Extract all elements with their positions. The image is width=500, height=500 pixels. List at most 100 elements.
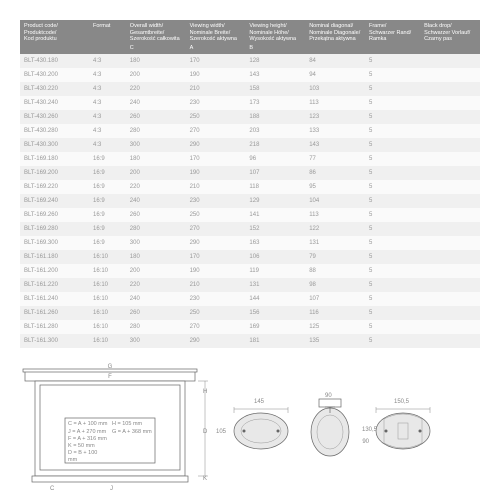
- cell: 133: [305, 124, 365, 138]
- cell: 180: [126, 250, 186, 264]
- cell: 180: [126, 54, 186, 68]
- cell: 218: [245, 138, 305, 152]
- cell: 16:9: [89, 208, 126, 222]
- cell: 16:10: [89, 306, 126, 320]
- cell: 84: [305, 54, 365, 68]
- cell: 94: [305, 68, 365, 82]
- dim-label: 105: [216, 429, 226, 435]
- cell: 16:9: [89, 222, 126, 236]
- cell: [420, 96, 480, 110]
- cell: BLT-161.240: [20, 292, 89, 306]
- col-header: Format: [89, 20, 126, 54]
- cell: 16:9: [89, 236, 126, 250]
- cell: 300: [126, 138, 186, 152]
- col-header: Viewing height/Nominale Höhe/Wysokość ak…: [245, 20, 305, 54]
- cell: [420, 82, 480, 96]
- cell: 118: [245, 180, 305, 194]
- cell: 210: [186, 278, 246, 292]
- cell: 203: [245, 124, 305, 138]
- cell: 152: [245, 222, 305, 236]
- cell: BLT-430.200: [20, 68, 89, 82]
- cell: 270: [186, 320, 246, 334]
- svg-text:G: G: [108, 364, 113, 370]
- cell: 131: [305, 236, 365, 250]
- cell: 240: [126, 96, 186, 110]
- cell: 16:10: [89, 334, 126, 348]
- cell: 16:9: [89, 194, 126, 208]
- formula: H = 105 mm: [112, 421, 152, 428]
- cell: 5: [365, 166, 420, 180]
- cell: [420, 208, 480, 222]
- table-row: BLT-430.1804:3180170128845: [20, 54, 480, 68]
- cell: [420, 194, 480, 208]
- cell: 163: [245, 236, 305, 250]
- cell: 250: [186, 306, 246, 320]
- cell: 260: [126, 110, 186, 124]
- cell: 5: [365, 250, 420, 264]
- cell: [420, 250, 480, 264]
- cell: 181: [245, 334, 305, 348]
- cell: 169: [245, 320, 305, 334]
- cell: 250: [186, 110, 246, 124]
- svg-text:K: K: [203, 476, 207, 482]
- cell: BLT-169.240: [20, 194, 89, 208]
- cell: 210: [186, 82, 246, 96]
- cell: 220: [126, 278, 186, 292]
- cell: 143: [305, 138, 365, 152]
- cell: 5: [365, 96, 420, 110]
- cell: 5: [365, 180, 420, 194]
- cell: 180: [126, 152, 186, 166]
- bracket-diagrams: 145 105 90 130,5 90 1: [230, 397, 434, 461]
- table-row: BLT-430.2604:32602501881235: [20, 110, 480, 124]
- table-row: BLT-430.3004:33002902181435: [20, 138, 480, 152]
- cell: [420, 124, 480, 138]
- table-row: BLT-161.30016:103002901811355: [20, 334, 480, 348]
- cell: 4:3: [89, 124, 126, 138]
- cell: [420, 68, 480, 82]
- cell: 131: [245, 278, 305, 292]
- cell: 188: [245, 110, 305, 124]
- svg-text:F: F: [108, 374, 112, 380]
- cell: 280: [126, 124, 186, 138]
- cell: 5: [365, 68, 420, 82]
- cell: BLT-161.300: [20, 334, 89, 348]
- cell: 170: [186, 152, 246, 166]
- cell: 119: [245, 264, 305, 278]
- cell: 16:9: [89, 180, 126, 194]
- formula: [112, 450, 152, 464]
- oval-side-3: 150,5: [372, 401, 434, 458]
- table-row: BLT-169.26016:92602501411135: [20, 208, 480, 222]
- cell: 250: [186, 208, 246, 222]
- cell: 270: [186, 124, 246, 138]
- cell: 96: [245, 152, 305, 166]
- cell: 86: [305, 166, 365, 180]
- col-header: Frame/Schwarzer Rand/Ramka: [365, 20, 420, 54]
- cell: 190: [186, 264, 246, 278]
- cell: 103: [305, 82, 365, 96]
- cell: 16:10: [89, 264, 126, 278]
- formula: J = A + 270 mm: [68, 429, 108, 436]
- cell: [420, 292, 480, 306]
- cell: 106: [245, 250, 305, 264]
- dim-label: 90: [362, 439, 369, 445]
- formula: K = 50 mm: [68, 443, 108, 450]
- cell: 5: [365, 236, 420, 250]
- cell: [420, 264, 480, 278]
- table-header: Product code/Produktcode/Kod produktuFor…: [20, 20, 480, 54]
- cell: 190: [186, 166, 246, 180]
- cell: 4:3: [89, 110, 126, 124]
- cell: BLT-169.180: [20, 152, 89, 166]
- cell: [420, 278, 480, 292]
- cell: 200: [126, 166, 186, 180]
- formula: [112, 443, 152, 450]
- cell: 270: [186, 222, 246, 236]
- table-row: BLT-161.24016:102402301441075: [20, 292, 480, 306]
- projection-screen-diagram: G F H D K C J C = A + 100 mmH = 105 mmJ …: [20, 363, 210, 495]
- oval-side-1: 145 105: [230, 401, 292, 458]
- cell: 113: [305, 208, 365, 222]
- cell: BLT-169.200: [20, 166, 89, 180]
- cell: 260: [126, 208, 186, 222]
- dim-label: 145: [254, 399, 264, 405]
- cell: [420, 180, 480, 194]
- cell: 129: [245, 194, 305, 208]
